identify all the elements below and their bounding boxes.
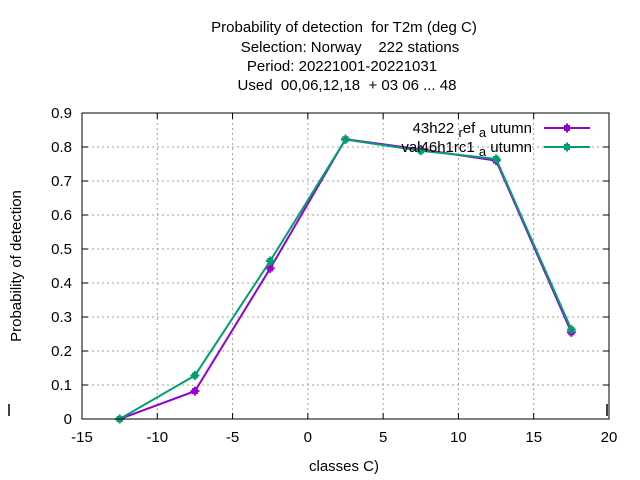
y-tick-label: 0.8 xyxy=(51,139,72,156)
title-line-4: Used 00,06,12,18 + 03 06 ... 48 xyxy=(238,77,457,94)
series-2-point xyxy=(491,154,501,164)
legend-marker xyxy=(562,123,572,133)
x-tick-label: 20 xyxy=(601,429,618,446)
series-2-point xyxy=(265,256,275,266)
axis-ticks: -15 -10 -5 0 5 10 15 20 0 0.1 0.2 0.3 0.4 0.5 0.6 0.7 0.… xyxy=(51,105,617,446)
y-tick-label: 0.2 xyxy=(51,343,72,360)
x-tick-label: 15 xyxy=(525,429,542,446)
title-line-2: Selection: Norway 222 stations xyxy=(241,39,459,56)
plot-frame xyxy=(81,112,610,420)
y-tick-label: 0.1 xyxy=(51,377,72,394)
x-tick-label: -5 xyxy=(226,429,239,446)
y-tick-label: 0.3 xyxy=(51,309,72,326)
series-1-point xyxy=(190,386,200,396)
y-tick-label: 0.4 xyxy=(51,275,72,292)
legend-marker xyxy=(562,142,572,152)
chart-title: Probability of detection for T2m (deg C)… xyxy=(211,19,477,94)
y-tick-label: 0.9 xyxy=(51,105,72,122)
y-axis-label: Probability of detection xyxy=(8,190,25,342)
series-2-point xyxy=(341,135,350,145)
y-tick-label: 0.6 xyxy=(51,207,72,224)
x-tick-label: 10 xyxy=(450,429,467,446)
x-tick-label: 5 xyxy=(379,429,387,446)
legend-item-2: val46h1rc1 a utumn xyxy=(401,139,590,159)
x-tick-label: -10 xyxy=(146,429,168,446)
y-tick-label: 0.5 xyxy=(51,241,72,258)
legend-label: 43h22 ref a utumn xyxy=(413,120,532,140)
y-tick-label: 0 xyxy=(64,411,72,428)
x-tick-label: 0 xyxy=(304,429,312,446)
grid xyxy=(82,113,609,419)
legend-item-1: 43h22 ref a utumn xyxy=(413,120,590,140)
title-line-1: Probability of detection for T2m (deg C) xyxy=(211,19,477,36)
series-2-point xyxy=(566,325,576,335)
legend-label: val46h1rc1 a utumn xyxy=(401,139,532,159)
series-2-point xyxy=(416,146,426,156)
series-group xyxy=(115,134,576,424)
y-tick-label: 0.7 xyxy=(51,173,72,190)
x-axis-label: classes C) xyxy=(309,458,379,475)
title-line-3: Period: 20221001-20221031 xyxy=(247,58,437,75)
series-2-point xyxy=(190,370,200,380)
x-tick-label: -15 xyxy=(71,429,93,446)
